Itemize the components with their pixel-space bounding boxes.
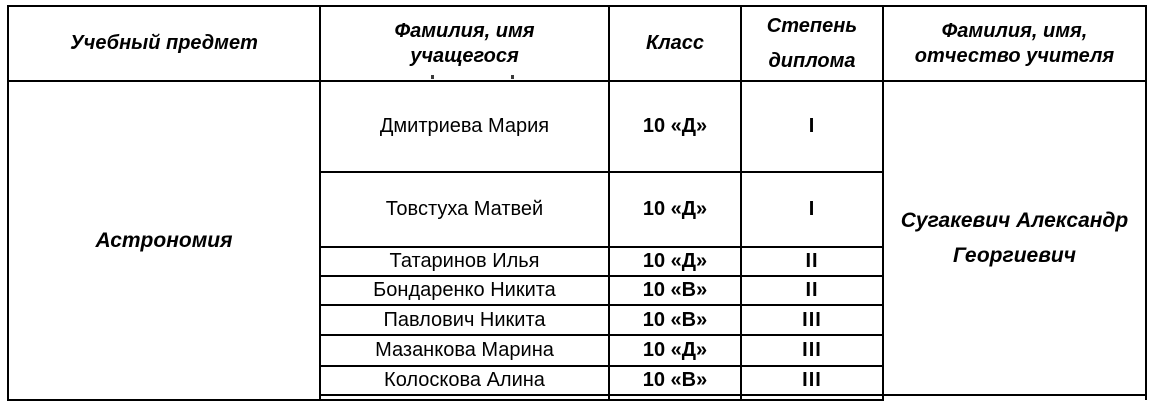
- header-teacher: Фамилия, имя, отчество учителя: [882, 5, 1147, 82]
- header-student: Фамилия, имя учащегося: [319, 5, 610, 82]
- clipped-cell: [882, 394, 1147, 400]
- clipped-text-artifact: [431, 75, 434, 79]
- header-degree: Степень диплома: [740, 5, 884, 82]
- student-cell: Бондаренко Никита: [319, 275, 610, 306]
- table-row: Товстуха Матвей 10 «Д» I: [8, 171, 1146, 248]
- class-cell: 10 «В»: [608, 365, 742, 396]
- degree-cell: III: [740, 304, 884, 336]
- degree-cell: I: [740, 171, 884, 248]
- degree-cell: III: [740, 365, 884, 396]
- table-row: Мазанкова Марина 10 «Д» III: [8, 334, 1146, 367]
- student-cell: Дмитриева Мария: [319, 80, 610, 173]
- table-row: Павлович Никита 10 «В» III: [8, 304, 1146, 336]
- table-row: Бондаренко Никита 10 «В» II: [8, 275, 1146, 306]
- subject-cell: Астрономия: [7, 80, 321, 401]
- class-cell: 10 «Д»: [608, 171, 742, 248]
- degree-cell: III: [740, 334, 884, 367]
- class-cell: 10 «В»: [608, 275, 742, 306]
- class-cell: 10 «В»: [608, 304, 742, 336]
- class-cell: 10 «Д»: [608, 80, 742, 173]
- clipped-cell: [319, 394, 610, 401]
- header-row: Учебный предмет Фамилия, имя учащегося К…: [7, 5, 1147, 82]
- degree-cell: I: [740, 80, 884, 173]
- table-row: Колоскова Алина 10 «В» III: [8, 365, 1146, 396]
- clipped-text-artifact: [511, 75, 514, 79]
- student-cell: Товстуха Матвей: [319, 171, 610, 248]
- table-row: Татаринов Илья 10 «Д» II: [8, 246, 1146, 277]
- clipped-next-row: [8, 394, 1147, 401]
- olympiad-results-table: Учебный предмет Фамилия, имя учащегося К…: [7, 5, 1147, 401]
- table-row: Астрономия Дмитриева Мария 10 «Д» I Суга…: [7, 80, 1147, 401]
- header-class: Класс: [608, 5, 742, 82]
- student-cell: Татаринов Илья: [319, 246, 610, 277]
- student-cell: Мазанкова Марина: [319, 334, 610, 367]
- student-cell: Колоскова Алина: [319, 365, 610, 396]
- clipped-cell: [608, 394, 742, 401]
- degree-cell: II: [740, 275, 884, 306]
- student-cell: Павлович Никита: [319, 304, 610, 336]
- degree-cell: II: [740, 246, 884, 277]
- header-subject: Учебный предмет: [7, 5, 321, 82]
- clipped-cell: [740, 394, 884, 401]
- class-cell: 10 «Д»: [608, 334, 742, 367]
- class-cell: 10 «Д»: [608, 246, 742, 277]
- teacher-cell: Сугакевич Александр Георгиевич: [882, 80, 1147, 396]
